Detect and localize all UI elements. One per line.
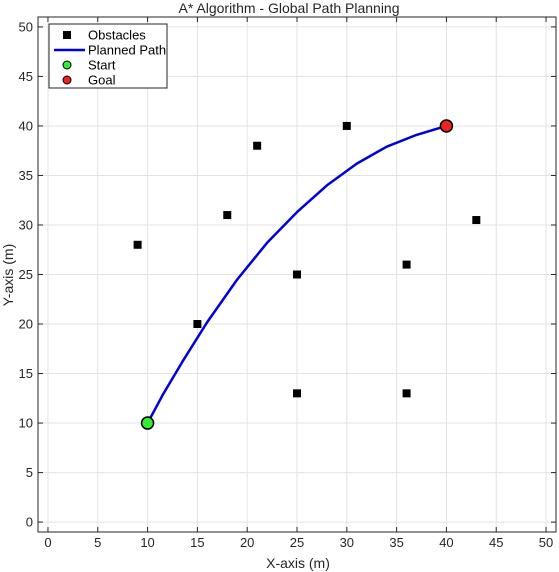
goal-marker	[439, 119, 454, 133]
y-axis-title: Y-axis (m)	[0, 244, 16, 307]
obstacle-marker	[293, 389, 301, 398]
axis-ticks: 0 5 10 15 20 25 30 35 40 45 50 0 5 10 15 20 25 30 35 40 45 50	[19, 17, 556, 550]
obstacle-marker	[342, 121, 351, 130]
x-tick-label: 45	[489, 535, 503, 550]
start-marker	[140, 416, 155, 430]
obstacle-marker	[253, 141, 262, 150]
y-tick-label: 40	[19, 118, 33, 133]
x-tick-label: 30	[340, 535, 354, 550]
legend-swatch-obstacles	[63, 31, 71, 39]
legend-swatch-goal	[62, 75, 72, 85]
x-axis-title: X-axis (m)	[266, 555, 330, 571]
legend-label-goal: Goal	[88, 73, 116, 88]
obstacle-marker	[193, 320, 202, 329]
y-tick-label: 10	[19, 416, 33, 431]
obstacle-marker	[472, 216, 481, 225]
x-tick-label: 25	[290, 535, 304, 550]
series	[133, 119, 481, 430]
obstacle-marker	[402, 260, 411, 269]
obstacle-marker	[402, 389, 411, 398]
x-tick-label: 20	[240, 535, 254, 550]
y-tick-label: 15	[19, 366, 33, 381]
x-tick-label: 35	[389, 535, 403, 550]
obstacle-marker	[223, 211, 232, 220]
y-tick-label: 5	[26, 465, 33, 480]
x-tick-label: 0	[44, 535, 51, 550]
y-tick-label: 20	[19, 317, 33, 332]
y-tick-label: 0	[26, 515, 33, 530]
planned-path-line	[146, 124, 448, 425]
obstacle-marker	[133, 240, 142, 249]
grid	[38, 17, 556, 532]
y-tick-label: 25	[19, 267, 33, 282]
y-tick-label: 45	[19, 69, 33, 84]
x-tick-label: 50	[539, 535, 553, 550]
legend-swatch-start	[62, 60, 72, 70]
y-tick-label: 35	[19, 168, 33, 183]
x-tick-label: 5	[94, 535, 101, 550]
legend-label-start: Start	[88, 58, 116, 73]
x-tick-label: 15	[190, 535, 204, 550]
y-tick-label: 30	[19, 217, 33, 232]
legend-label-obstacles: Obstacles	[88, 28, 146, 43]
x-tick-label: 40	[439, 535, 453, 550]
chart-title: A* Algorithm - Global Path Planning	[178, 0, 399, 16]
legend-label-planned-path: Planned Path	[88, 43, 166, 58]
x-tick-label: 10	[140, 535, 154, 550]
obstacle-marker	[293, 270, 301, 279]
y-tick-label: 50	[19, 19, 33, 34]
